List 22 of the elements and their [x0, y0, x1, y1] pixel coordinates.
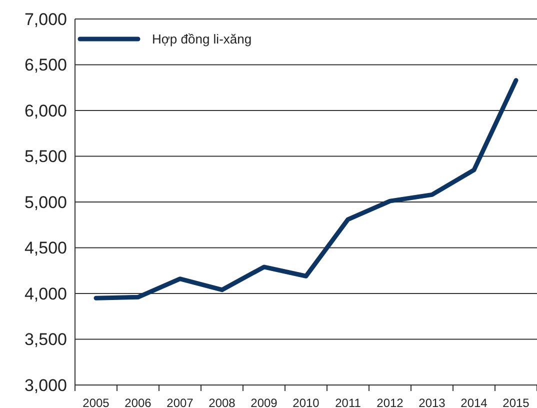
y-tick-label: 3,500 [24, 330, 67, 350]
y-tick-label: 5,000 [24, 192, 67, 212]
line-series [94, 78, 518, 300]
x-tick-label: 2010 [292, 396, 320, 408]
y-tick-label: 3,000 [24, 376, 67, 395]
x-tick-label: 2009 [250, 396, 278, 408]
x-tick-label: 2008 [208, 396, 236, 408]
x-tick-label: 2015 [502, 396, 530, 408]
legend-label: Hợp đồng li-xăng [152, 32, 252, 47]
y-tick-label: 5,500 [24, 147, 67, 166]
x-tick-label: 2006 [124, 396, 152, 408]
x-tick-label: 2011 [335, 396, 362, 408]
x-tick-label: 2005 [82, 396, 110, 408]
x-tick-label: 2013 [418, 396, 446, 408]
x-tick-label: 2014 [460, 396, 488, 408]
y-tick-label: 4,500 [24, 238, 67, 258]
y-tick-label: 6,500 [24, 56, 67, 75]
y-tick-label: 7,000 [24, 10, 67, 29]
y-tick-label: 4,000 [24, 284, 67, 304]
y-tick-label: 6,000 [24, 101, 67, 120]
x-tick-label: 2007 [166, 396, 194, 408]
x-tick-label: 2012 [376, 396, 404, 408]
